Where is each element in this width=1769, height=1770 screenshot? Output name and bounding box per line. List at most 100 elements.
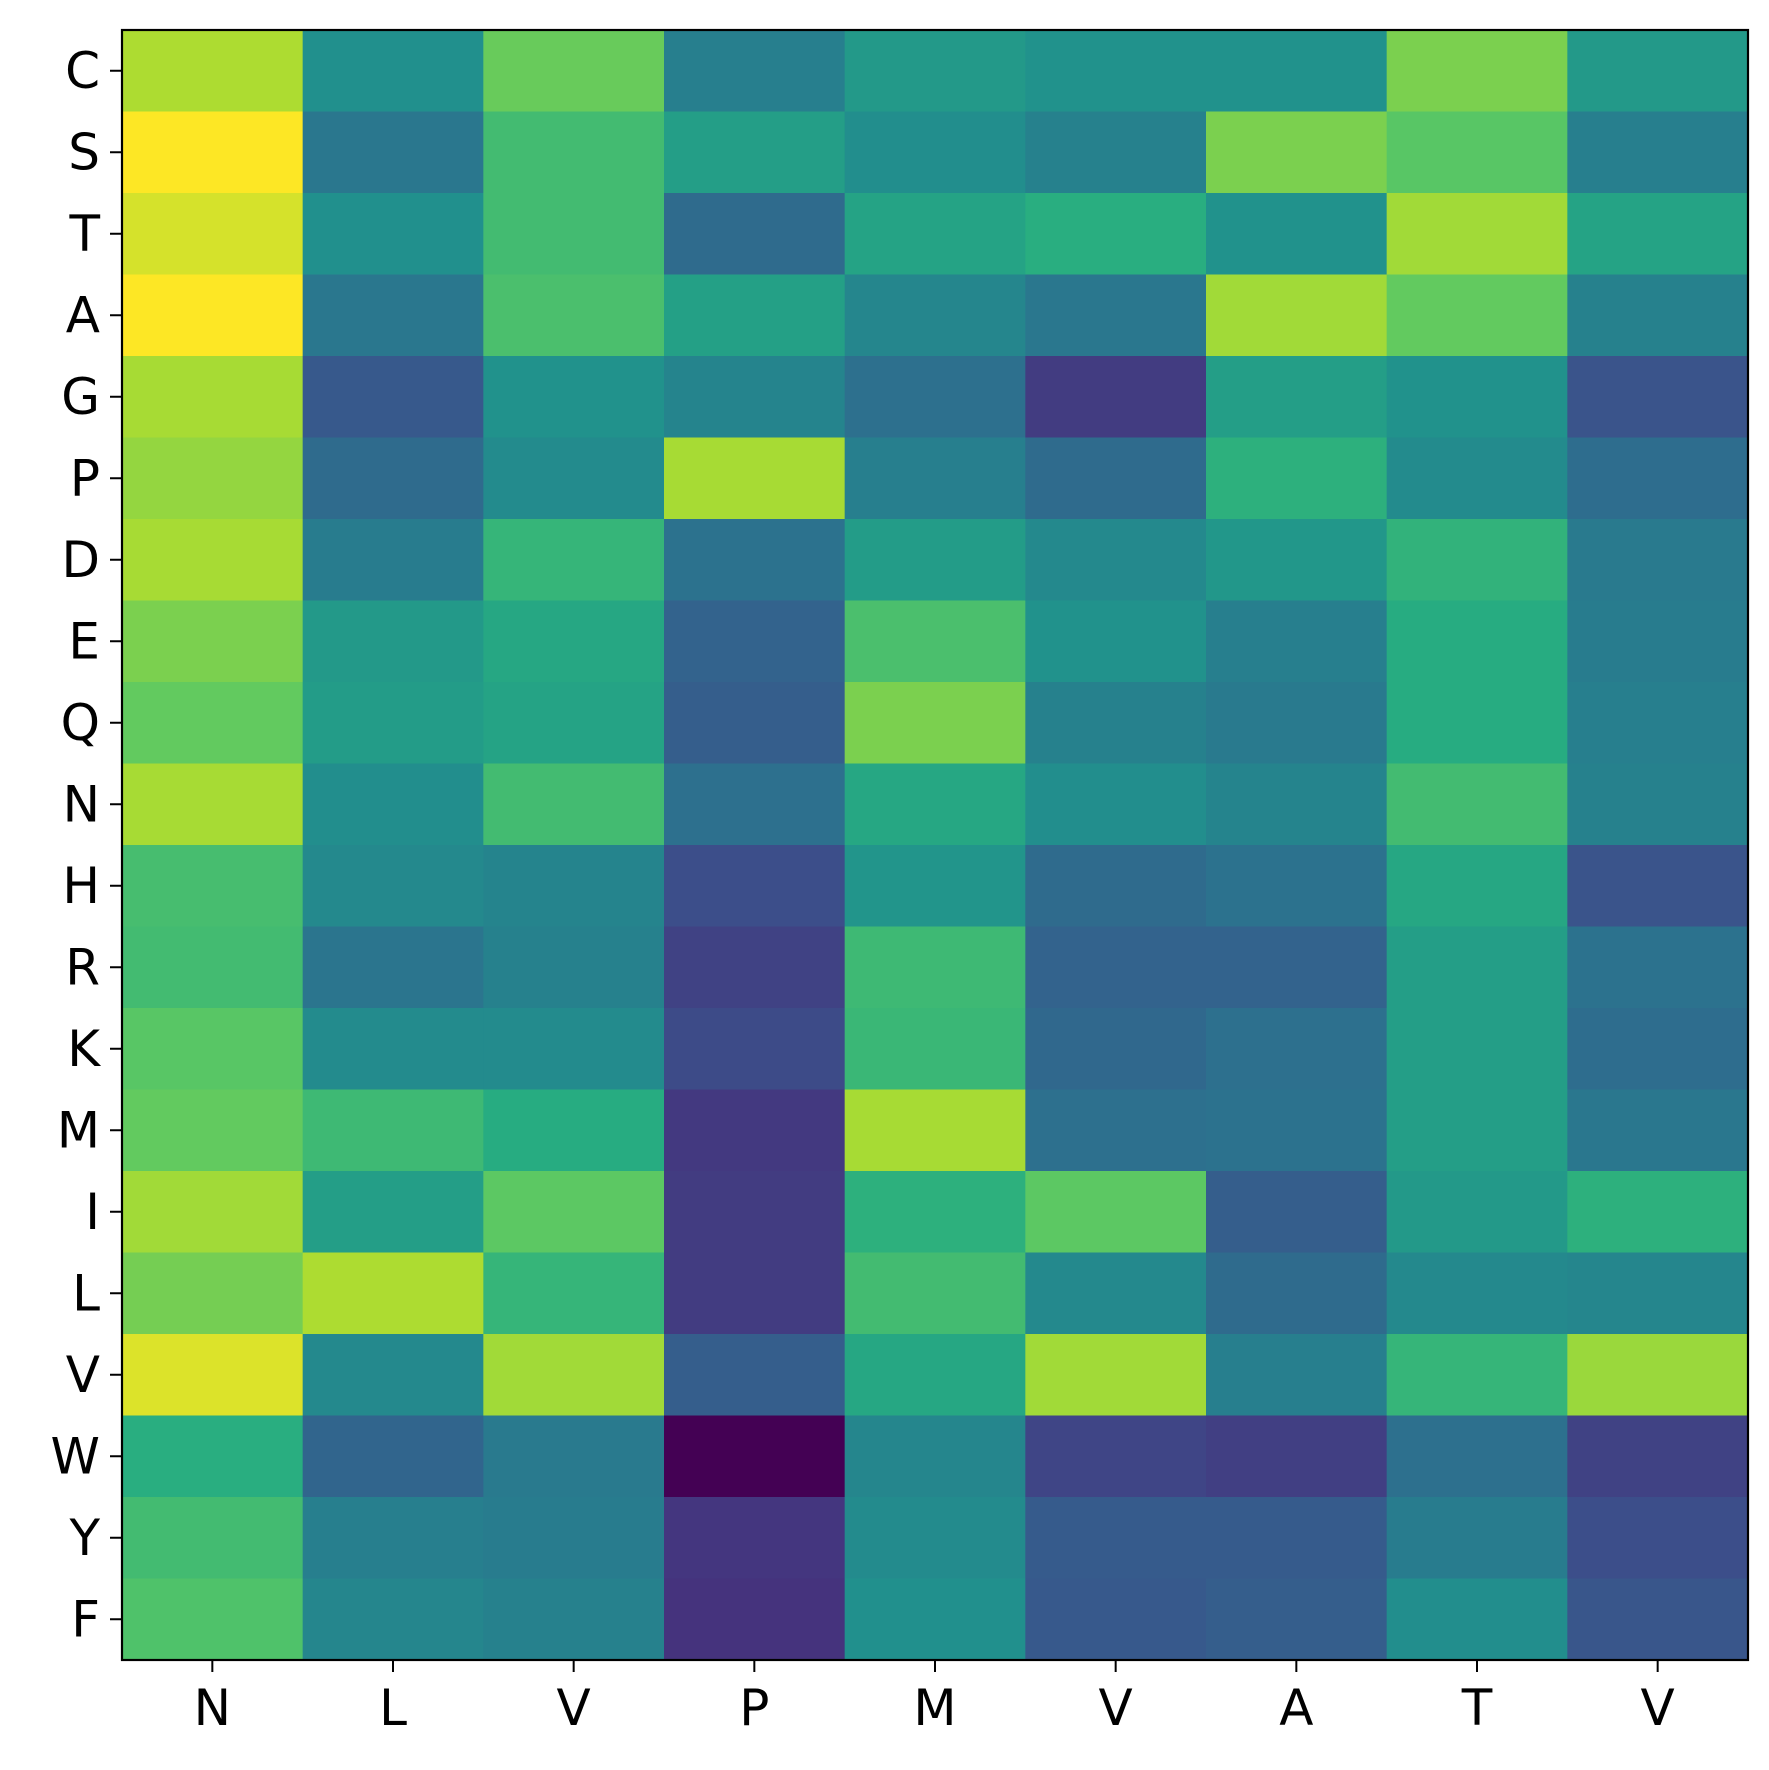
heatmap-cell	[1386, 926, 1568, 1009]
heatmap-cell	[1567, 437, 1749, 520]
heatmap-cell	[844, 437, 1026, 520]
heatmap-cell	[664, 1252, 846, 1335]
heatmap-cell	[1206, 1497, 1388, 1580]
heatmap-cell	[302, 1578, 484, 1661]
heatmap-cell	[1025, 356, 1207, 439]
heatmap-cell	[1567, 519, 1749, 602]
heatmap-cell	[302, 763, 484, 846]
heatmap-cell	[1025, 519, 1207, 602]
heatmap-cell	[483, 1008, 665, 1091]
y-tick-label: W	[51, 1427, 100, 1485]
heatmap-cell	[844, 193, 1026, 276]
heatmap-cell	[122, 763, 304, 846]
heatmap-cell	[1567, 274, 1749, 357]
x-tick-label: P	[739, 1679, 769, 1737]
heatmap-cell	[1567, 763, 1749, 846]
heatmap-cell	[1025, 1252, 1207, 1335]
x-tick-label: V	[1099, 1679, 1133, 1737]
heatmap-cell	[1386, 1252, 1568, 1335]
heatmap-cell	[664, 845, 846, 928]
heatmap-cell	[1206, 1089, 1388, 1172]
heatmap-cell	[122, 682, 304, 765]
heatmap-cell	[1386, 845, 1568, 928]
heatmap-cell	[664, 1334, 846, 1417]
y-tick-label: V	[66, 1346, 100, 1404]
heatmap-cell	[1025, 1171, 1207, 1254]
heatmap-cell	[483, 1497, 665, 1580]
heatmap-cell	[664, 519, 846, 602]
heatmap-cell	[483, 356, 665, 439]
heatmap-cell	[483, 926, 665, 1009]
heatmap-cell	[122, 1171, 304, 1254]
heatmap-cell	[122, 1252, 304, 1335]
heatmap-cell	[1025, 193, 1207, 276]
heatmap-cell	[664, 1415, 846, 1498]
heatmap-cell	[302, 111, 484, 194]
heatmap-cell	[483, 111, 665, 194]
heatmap-cell	[483, 274, 665, 357]
y-tick-label: A	[66, 286, 100, 344]
heatmap-cell	[844, 600, 1026, 683]
heatmap-cell	[844, 1334, 1026, 1417]
heatmap-cell	[844, 1578, 1026, 1661]
heatmap-cell	[1206, 1252, 1388, 1335]
y-tick-label: H	[62, 857, 100, 915]
y-tick-label: K	[67, 1020, 101, 1078]
heatmap-cell	[122, 274, 304, 357]
y-tick-label: D	[61, 531, 100, 589]
heatmap-cell	[1386, 1415, 1568, 1498]
heatmap-cell	[1206, 845, 1388, 928]
heatmap-cell	[1567, 1252, 1749, 1335]
y-tick-label: M	[57, 1101, 100, 1159]
heatmap-cell	[1567, 845, 1749, 928]
heatmap-cell	[844, 1415, 1026, 1498]
heatmap-cell	[664, 111, 846, 194]
x-tick-label: N	[194, 1679, 231, 1737]
heatmap-cell	[122, 193, 304, 276]
heatmap-cell	[1025, 926, 1207, 1009]
heatmap-cell	[483, 1415, 665, 1498]
heatmap-cell	[844, 274, 1026, 357]
heatmap-cell	[1386, 1497, 1568, 1580]
heatmap-cell	[1206, 356, 1388, 439]
heatmap-cell	[1386, 519, 1568, 602]
heatmap-cell	[844, 1008, 1026, 1091]
heatmap-cell	[1025, 437, 1207, 520]
heatmap-cell	[1386, 111, 1568, 194]
heatmap-cell	[1025, 111, 1207, 194]
heatmap-cell	[844, 1171, 1026, 1254]
y-tick-label: R	[65, 938, 100, 996]
y-tick-label: I	[85, 1183, 100, 1241]
heatmap-cell	[483, 193, 665, 276]
heatmap-cell	[664, 274, 846, 357]
heatmap-cell	[302, 1334, 484, 1417]
heatmap-cell	[1567, 1334, 1749, 1417]
heatmap-cell	[483, 845, 665, 928]
heatmap-cell	[1386, 437, 1568, 520]
heatmap-cell	[664, 1008, 846, 1091]
heatmap-cell	[1206, 519, 1388, 602]
y-tick-label: F	[71, 1590, 100, 1648]
heatmap-cell	[483, 437, 665, 520]
y-tick-label: Q	[61, 694, 100, 752]
heatmap-cell	[844, 1089, 1026, 1172]
heatmap-cell	[1025, 1497, 1207, 1580]
heatmap-cell	[1206, 30, 1388, 113]
heatmap-cell	[1567, 1089, 1749, 1172]
heatmap-cell	[844, 926, 1026, 1009]
heatmap-cell	[483, 1252, 665, 1335]
heatmap-cell	[122, 845, 304, 928]
heatmap-cell	[1025, 1008, 1207, 1091]
heatmap-cell	[302, 193, 484, 276]
heatmap-cell	[1025, 682, 1207, 765]
heatmap-cell	[1206, 682, 1388, 765]
heatmap-cell	[302, 600, 484, 683]
heatmap-cell	[664, 926, 846, 1009]
heatmap-cell	[1567, 111, 1749, 194]
heatmap-cell	[122, 600, 304, 683]
heatmap-cell	[1567, 1497, 1749, 1580]
heatmap-cell	[1386, 193, 1568, 276]
heatmap-cell	[302, 1497, 484, 1580]
heatmap-cell	[1206, 1008, 1388, 1091]
